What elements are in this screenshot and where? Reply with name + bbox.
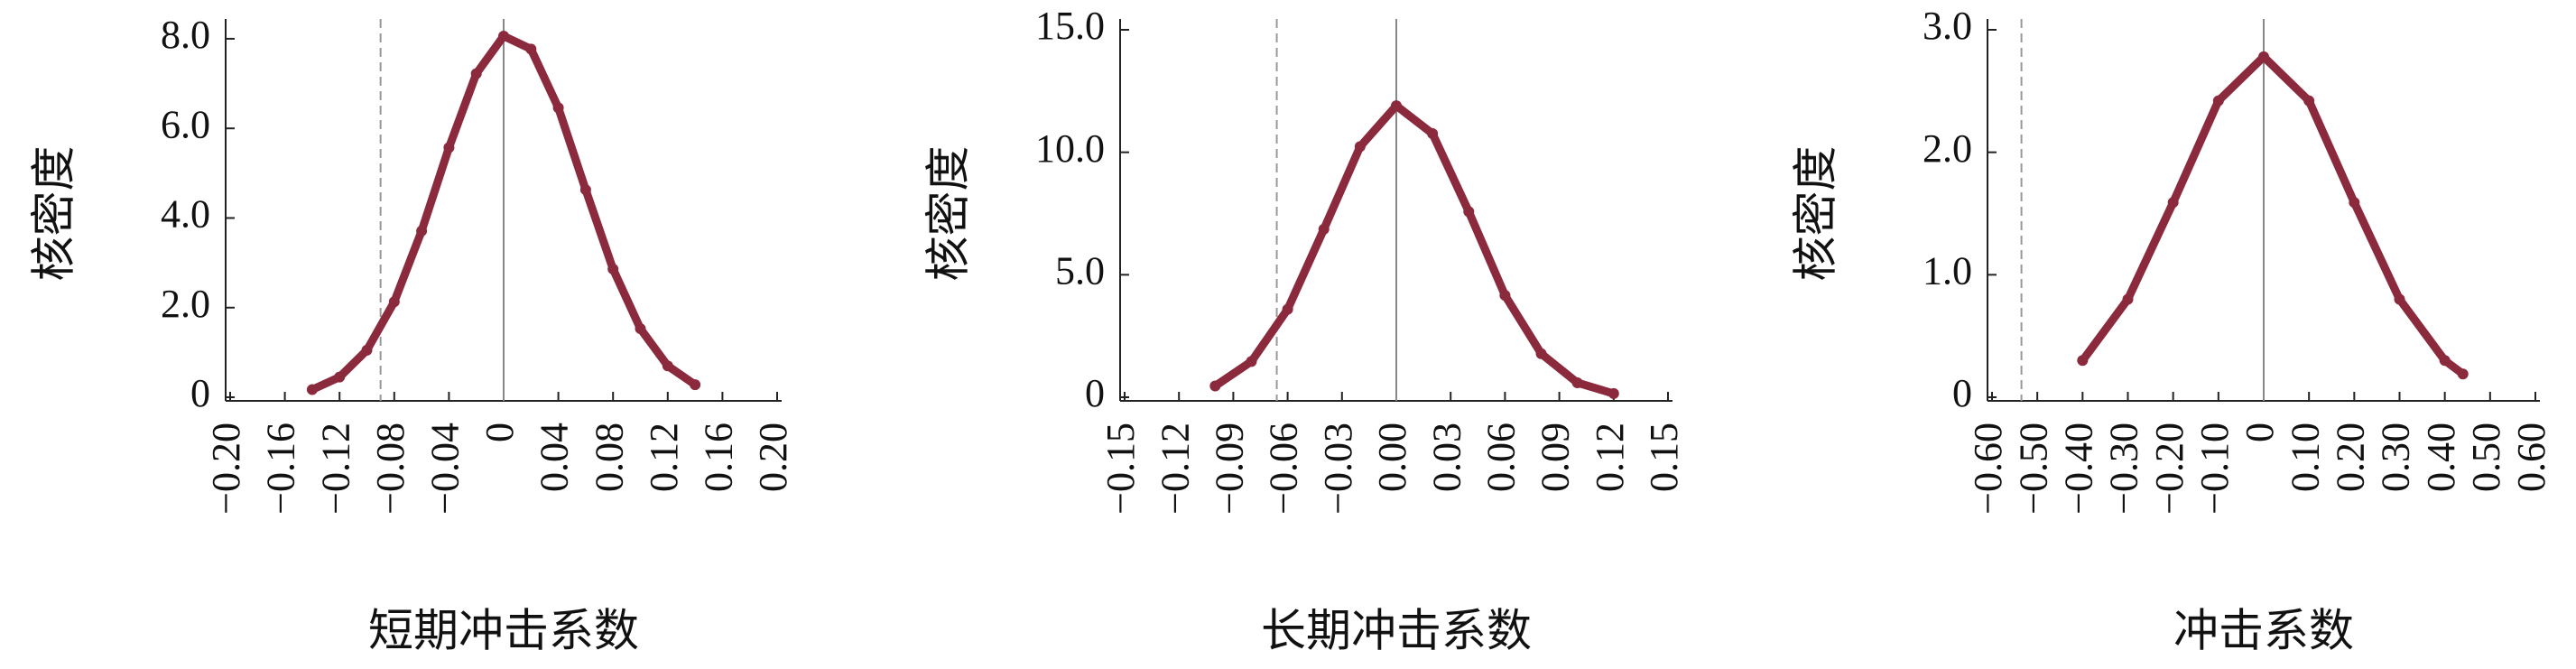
x-tick-label: 0.12 bbox=[1588, 423, 1632, 492]
point bbox=[1209, 380, 1221, 392]
point bbox=[662, 360, 673, 372]
point bbox=[1535, 348, 1547, 359]
x-tick-label: 0.06 bbox=[1478, 423, 1523, 492]
x-tick-label: −0.40 bbox=[2056, 423, 2100, 515]
x-tick-label: −0.10 bbox=[2192, 423, 2237, 515]
point bbox=[361, 344, 373, 356]
x-tick-label: 0.40 bbox=[2419, 423, 2463, 492]
point bbox=[498, 30, 509, 42]
x-tick-label: 0.60 bbox=[2509, 423, 2553, 492]
x-tick-label: 0.12 bbox=[642, 423, 686, 492]
point bbox=[579, 184, 591, 196]
chart: 02.04.06.08.0−0.20 −0.16 −0.12 −0.08 −0.04 0 0… bbox=[28, 13, 795, 655]
y-axis-title: 核密度 bbox=[28, 146, 79, 282]
x-tick-label: 0.03 bbox=[1424, 423, 1469, 492]
point bbox=[1282, 303, 1293, 315]
x-tick-label: −0.09 bbox=[1207, 423, 1251, 515]
point bbox=[443, 142, 455, 153]
y-tick-label: 3.0 bbox=[1923, 4, 1972, 48]
point bbox=[2457, 368, 2469, 380]
point bbox=[2258, 51, 2269, 62]
density-line bbox=[1212, 101, 1616, 398]
x-tick-label: 0.00 bbox=[1370, 423, 1414, 492]
x-tick-label: 0.04 bbox=[533, 423, 577, 492]
point bbox=[2303, 95, 2315, 107]
point bbox=[552, 102, 564, 114]
x-tick-label: 0.10 bbox=[2283, 423, 2327, 492]
y-axis-title: 核密度 bbox=[1790, 146, 1840, 282]
x-tick-label: −0.20 bbox=[2147, 423, 2191, 515]
y-axis-title: 核密度 bbox=[922, 146, 973, 282]
point bbox=[1608, 387, 1619, 399]
point bbox=[525, 43, 537, 55]
x-tick-label: −0.50 bbox=[2011, 423, 2055, 515]
y-tick-label: 1.0 bbox=[1923, 248, 1972, 293]
point bbox=[1499, 290, 1511, 302]
x-tick-label: 0.20 bbox=[751, 423, 795, 492]
y-tick-label: 2.0 bbox=[1923, 126, 1972, 171]
point bbox=[306, 384, 318, 395]
y-tick-label: 0 bbox=[190, 371, 210, 415]
x-tick-label: −0.16 bbox=[259, 423, 303, 515]
point bbox=[2212, 95, 2224, 107]
x-tick-label: −0.30 bbox=[2102, 423, 2146, 515]
x-tick-label: 0.09 bbox=[1534, 423, 1578, 492]
x-tick-label: 0.30 bbox=[2374, 423, 2418, 492]
point bbox=[2167, 197, 2179, 209]
x-tick-label: −0.06 bbox=[1262, 423, 1306, 515]
x-tick-label: 0.16 bbox=[696, 423, 740, 492]
x-tick-label: 0.50 bbox=[2464, 423, 2508, 492]
point bbox=[2439, 355, 2451, 367]
point bbox=[1318, 223, 1330, 235]
x-tick-label: −0.08 bbox=[368, 423, 412, 515]
point bbox=[1463, 206, 1475, 218]
chart: 0 1.0 2.0 3.0 −0.60 −0.50 −0.40 −0.30 −0.20 −0.10… bbox=[1790, 4, 2553, 655]
point bbox=[607, 264, 619, 275]
point bbox=[690, 379, 701, 391]
x-tick-label: −0.12 bbox=[313, 423, 357, 515]
y-tick-label: 0 bbox=[1952, 371, 1972, 415]
x-axis-title: 冲击系数 bbox=[2173, 605, 2354, 655]
y-tick-label: 15.0 bbox=[1035, 4, 1105, 48]
point bbox=[1246, 356, 1257, 367]
point bbox=[334, 371, 346, 383]
point bbox=[1427, 128, 1439, 140]
point bbox=[2077, 355, 2089, 367]
x-axis-title: 短期冲击系数 bbox=[368, 605, 639, 655]
point bbox=[2349, 197, 2360, 209]
y-tick-label: 0 bbox=[1085, 371, 1105, 415]
point bbox=[388, 296, 400, 308]
point bbox=[635, 323, 646, 335]
point bbox=[2394, 293, 2405, 305]
point bbox=[2122, 293, 2134, 305]
chart: 05.010.015.0−0.15 −0.12 −0.09 −0.06 −0.03 0.0… bbox=[922, 4, 1686, 655]
x-tick-label: 0.08 bbox=[587, 423, 631, 492]
y-tick-label: 10.0 bbox=[1035, 126, 1105, 171]
x-tick-label: −0.04 bbox=[422, 423, 467, 515]
y-tick-label: 8.0 bbox=[161, 13, 210, 57]
density-line bbox=[2079, 52, 2466, 377]
x-tick-label: 0 bbox=[2238, 423, 2282, 442]
y-tick-label: 6.0 bbox=[161, 102, 210, 146]
point bbox=[470, 68, 482, 79]
x-axis-title: 长期冲击系数 bbox=[1261, 605, 1532, 655]
x-tick-label: −0.20 bbox=[204, 423, 248, 515]
y-tick-label: 2.0 bbox=[161, 282, 210, 326]
point bbox=[1391, 100, 1402, 112]
x-tick-label: 0.20 bbox=[2328, 423, 2372, 492]
point bbox=[1354, 141, 1366, 153]
y-tick-label: 5.0 bbox=[1055, 248, 1105, 293]
y-tick-label: 4.0 bbox=[161, 192, 210, 237]
x-tick-label: −0.12 bbox=[1153, 423, 1197, 515]
x-tick-label: 0 bbox=[477, 423, 522, 442]
point bbox=[416, 225, 428, 237]
x-tick-label: −0.03 bbox=[1316, 423, 1360, 515]
x-tick-label: −0.60 bbox=[1966, 423, 2010, 515]
x-tick-label: −0.15 bbox=[1098, 423, 1143, 515]
x-tick-label: 0.15 bbox=[1642, 423, 1686, 492]
point bbox=[1571, 376, 1583, 388]
